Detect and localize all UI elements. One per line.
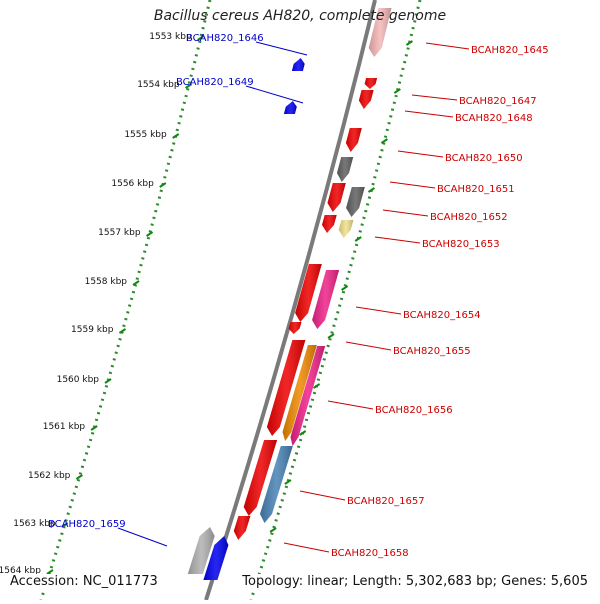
scale-tick bbox=[185, 83, 193, 89]
gene-label-bcah820_1652[interactable]: BCAH820_1652 bbox=[430, 212, 508, 223]
gene-label-bcah820_1650[interactable]: BCAH820_1650 bbox=[445, 153, 523, 164]
scale-tick-label: 1555 kbp bbox=[124, 130, 167, 140]
scale-tick-label: 1553 kbp bbox=[149, 32, 192, 42]
gene-label-bcah820_1646[interactable]: BCAH820_1646 bbox=[186, 33, 264, 44]
scale-tick bbox=[46, 569, 54, 575]
gene-leader-line bbox=[327, 400, 374, 410]
scale-tick-label: 1564 kbp bbox=[0, 566, 41, 576]
gene-arrow-bcah820_1651[interactable] bbox=[337, 157, 354, 182]
gene-leader-line bbox=[299, 490, 346, 501]
scale-tick-label: 1560 kbp bbox=[57, 375, 100, 385]
scale-tick bbox=[172, 133, 180, 139]
gene-leader-line bbox=[397, 150, 444, 158]
gene-label-bcah820_1658[interactable]: BCAH820_1658 bbox=[331, 548, 409, 559]
scale-tick bbox=[312, 383, 321, 389]
scale-tick bbox=[104, 378, 112, 384]
scale-tick bbox=[132, 280, 140, 286]
gene-leader-line bbox=[382, 209, 429, 217]
scale-tick bbox=[405, 40, 413, 46]
gene-leader-line bbox=[425, 42, 470, 50]
gene-arrow-bcah820_1646[interactable] bbox=[291, 58, 305, 71]
gene-arrow-bcah820_1651[interactable] bbox=[346, 187, 365, 217]
scale-tick bbox=[341, 285, 349, 291]
gene-leader-line bbox=[245, 85, 304, 104]
scale-tick bbox=[61, 522, 69, 528]
gene-arrow-bcah820_1658[interactable] bbox=[233, 516, 251, 540]
genome-title: Bacillus cereus AH820, complete genome bbox=[153, 8, 447, 24]
scale-tick bbox=[159, 182, 167, 188]
gene-label-bcah820_1653[interactable]: BCAH820_1653 bbox=[422, 239, 500, 250]
scale-tick-label: 1563 kbp bbox=[13, 519, 56, 529]
gene-label-bcah820_1647[interactable]: BCAH820_1647 bbox=[459, 96, 537, 107]
gene-arrow-bcah820_1655[interactable] bbox=[288, 322, 302, 334]
scale-tick bbox=[269, 527, 277, 533]
scale-tick bbox=[90, 425, 98, 431]
scale-tick-label: 1559 kbp bbox=[71, 325, 114, 335]
genome-summary-label: Topology: linear; Length: 5,302,683 bp; … bbox=[240, 574, 590, 589]
gene-leader-line bbox=[283, 542, 330, 553]
gene-arrow-bcah820_1649[interactable] bbox=[283, 101, 297, 114]
gene-label-bcah820_1657[interactable]: BCAH820_1657 bbox=[347, 496, 425, 507]
scale-tick-label: 1562 kbp bbox=[28, 471, 71, 481]
gene-leader-line bbox=[404, 110, 454, 118]
scale-tick bbox=[146, 231, 154, 237]
gene-arrow-bcah820_1652[interactable] bbox=[327, 183, 346, 212]
gene-label-bcah820_1645[interactable]: BCAH820_1645 bbox=[471, 45, 549, 56]
scale-tick bbox=[118, 328, 127, 334]
scale-tick bbox=[197, 35, 205, 41]
gene-leader-line bbox=[374, 236, 421, 244]
gene-label-bcah820_1659[interactable]: BCAH820_1659 bbox=[48, 519, 126, 530]
scale-tick-label: 1558 kbp bbox=[85, 277, 128, 287]
gene-leader-line bbox=[117, 527, 168, 547]
gene-label-bcah820_1651[interactable]: BCAH820_1651 bbox=[437, 184, 515, 195]
gene-arrow-bcah820_1648[interactable] bbox=[358, 90, 374, 109]
gene-arrow-bcah820_1652[interactable] bbox=[322, 215, 337, 233]
gene-arrow-bcah820_1650[interactable] bbox=[345, 128, 362, 152]
gene-label-bcah820_1649[interactable]: BCAH820_1649 bbox=[176, 77, 254, 88]
scale-tick-label: 1557 kbp bbox=[98, 228, 141, 238]
plus-strand-guide bbox=[249, 0, 422, 601]
scale-tick bbox=[393, 88, 401, 94]
minus-strand-guide bbox=[39, 0, 212, 601]
gene-leader-line bbox=[255, 41, 308, 56]
scale-tick bbox=[299, 430, 307, 436]
genome-axis-line bbox=[204, 0, 377, 601]
scale-tick-label: 1556 kbp bbox=[111, 179, 154, 189]
scale-tick bbox=[367, 187, 376, 193]
scale-tick bbox=[354, 236, 362, 242]
gene-leader-line bbox=[355, 306, 402, 315]
gene-label-bcah820_1648[interactable]: BCAH820_1648 bbox=[455, 113, 533, 124]
gene-label-bcah820_1654[interactable]: BCAH820_1654 bbox=[403, 310, 481, 321]
scale-tick bbox=[380, 138, 388, 144]
gene-arrow-bcah820_1653[interactable] bbox=[338, 220, 354, 238]
scale-tick bbox=[75, 474, 83, 480]
accession-label: Accession: NC_011773 bbox=[8, 574, 160, 589]
gene-label-bcah820_1655[interactable]: BCAH820_1655 bbox=[393, 346, 471, 357]
scale-tick bbox=[327, 333, 335, 339]
gene-arrow-bcah820_1647[interactable] bbox=[364, 78, 378, 89]
gene-leader-line bbox=[389, 181, 436, 189]
gene-leader-line bbox=[345, 341, 392, 351]
scale-tick-label: 1561 kbp bbox=[43, 422, 86, 432]
scale-tick-label: 1554 kbp bbox=[137, 80, 180, 90]
gene-leader-line bbox=[411, 94, 458, 101]
gene-label-bcah820_1656[interactable]: BCAH820_1656 bbox=[375, 405, 453, 416]
